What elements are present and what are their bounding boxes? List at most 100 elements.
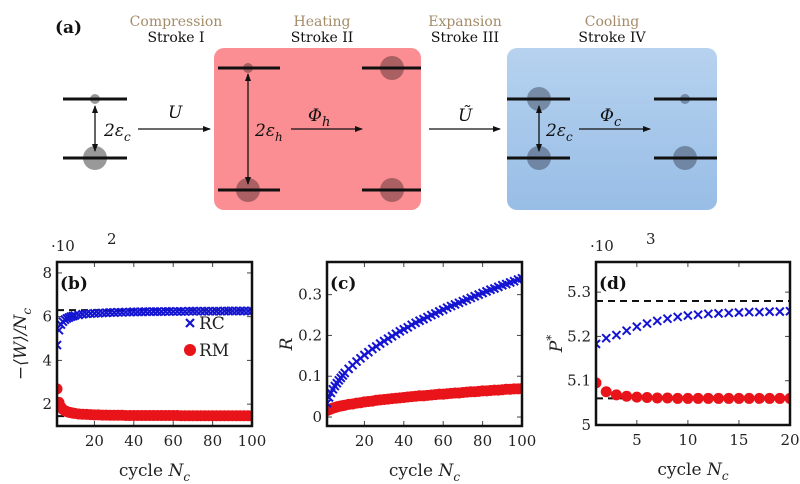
x-axis-label-text: cycle bbox=[119, 461, 169, 481]
data-point-RC bbox=[642, 318, 652, 329]
y-tick-label: 0.3 bbox=[298, 286, 322, 304]
series-RC bbox=[596, 306, 790, 349]
legend-label-RC: RC bbox=[199, 314, 225, 334]
phi-h-label: Φh bbox=[308, 106, 330, 130]
x-axis-label-sub: c bbox=[183, 470, 190, 484]
data-point-RM bbox=[774, 392, 786, 404]
legend: RC RM bbox=[184, 314, 229, 361]
data-point-RC bbox=[517, 273, 522, 284]
series-RC bbox=[57, 306, 252, 350]
x-axis-label-sub: c bbox=[722, 469, 729, 483]
data-point-RC bbox=[693, 310, 703, 320]
unitary-U-label: U bbox=[168, 103, 183, 123]
data-point-RM bbox=[57, 383, 63, 395]
plot-area bbox=[57, 306, 252, 422]
x-tick-label: 80 bbox=[203, 432, 222, 450]
axes-frame bbox=[594, 260, 792, 427]
plot-area bbox=[596, 306, 790, 404]
stage-heating: Heating bbox=[294, 14, 351, 30]
panel-label: (d) bbox=[599, 274, 627, 294]
x-axis-label: cycle Nc bbox=[389, 461, 460, 484]
data-point-RC bbox=[632, 321, 642, 332]
y-tick-label: 5 bbox=[581, 416, 591, 434]
y-tick-label: 5.1 bbox=[567, 372, 591, 390]
data-point-RC bbox=[596, 339, 601, 349]
data-point-RC bbox=[734, 307, 744, 318]
chart-c: 20 40 60 80 100 0 0.1 0.2 0.3 (c) cycle Nc R bbox=[277, 260, 537, 484]
data-point-RM bbox=[784, 392, 790, 404]
legend-marker-RC bbox=[185, 318, 195, 328]
x-tick-label: 40 bbox=[124, 432, 143, 450]
qubit-state-1 bbox=[63, 94, 127, 170]
x-axis-label: cycle Nc bbox=[119, 461, 190, 484]
scale-factor-exponent: 3 bbox=[646, 230, 656, 248]
x-axis-label-var: N bbox=[706, 460, 723, 480]
y-axis-label: R bbox=[277, 337, 297, 351]
y-axis-label-sup: * bbox=[544, 335, 558, 341]
data-point-RC bbox=[713, 308, 724, 319]
series-RM bbox=[327, 382, 522, 416]
data-point-RC bbox=[683, 310, 693, 321]
y-tick-label: 0.2 bbox=[298, 326, 322, 344]
series-RM bbox=[57, 383, 252, 422]
y-tick-label: 5.3 bbox=[567, 283, 591, 301]
x-axis-label-text: cycle bbox=[657, 460, 707, 480]
x-tick-label: 100 bbox=[508, 432, 537, 450]
data-point-RM bbox=[713, 392, 725, 404]
qubit-state-2 bbox=[218, 63, 280, 202]
x-tick-label: 100 bbox=[238, 432, 267, 450]
x-tick-label: 40 bbox=[394, 432, 413, 450]
data-point-RC bbox=[652, 316, 662, 326]
data-point-RM bbox=[621, 390, 633, 402]
qubit-state-3 bbox=[362, 56, 421, 202]
x-tick-label: 5 bbox=[632, 431, 642, 449]
y-axis-label-sub: c bbox=[20, 308, 34, 315]
stroke-4-label: Stroke IV bbox=[578, 30, 646, 46]
stage-expansion: Expansion bbox=[428, 14, 502, 30]
panel-label: (b) bbox=[60, 274, 88, 294]
y-tick-label: 5.2 bbox=[567, 327, 591, 345]
data-point-RM bbox=[631, 391, 643, 403]
x-tick-label: 60 bbox=[434, 432, 453, 450]
axes-frame bbox=[55, 260, 254, 428]
data-point-RM bbox=[246, 410, 252, 422]
x-axis-label: cycle Nc bbox=[657, 460, 728, 483]
stage-compression: Compression bbox=[130, 14, 223, 30]
data-point-RM bbox=[723, 392, 735, 404]
legend-label-RM: RM bbox=[199, 341, 229, 361]
gap-label-h: 2εh bbox=[254, 121, 283, 144]
y-tick-label: 0 bbox=[312, 408, 322, 426]
data-point-RM bbox=[651, 392, 663, 404]
y-tick-label: 0.1 bbox=[298, 367, 322, 385]
data-point-RC bbox=[672, 312, 683, 322]
data-point-RC bbox=[754, 307, 765, 317]
axes-frame bbox=[325, 260, 524, 428]
x-tick-label: 15 bbox=[729, 431, 748, 449]
data-point-RC bbox=[621, 325, 632, 336]
data-point-RM bbox=[672, 392, 684, 404]
y-axis-label: −⟨W⟩/Nc bbox=[11, 308, 34, 381]
y-tick-label: 8 bbox=[42, 264, 52, 282]
x-tick-label: 20 bbox=[355, 432, 374, 450]
x-axis-label-var: N bbox=[167, 461, 184, 481]
plot-area bbox=[327, 273, 522, 416]
x-tick-label: 80 bbox=[473, 432, 492, 450]
x-axis-label-sub: c bbox=[453, 470, 460, 484]
data-point-RM bbox=[733, 392, 745, 404]
data-point-RM bbox=[600, 386, 612, 398]
data-point-RC bbox=[785, 306, 790, 316]
x-tick-label: 60 bbox=[164, 432, 183, 450]
data-point-RC bbox=[703, 309, 714, 319]
y-axis-label-text: P bbox=[547, 340, 567, 353]
qubit-state-5 bbox=[654, 94, 717, 170]
stroke-1-label: Stroke I bbox=[147, 30, 204, 46]
data-point-RM bbox=[692, 392, 704, 404]
data-point-RM bbox=[702, 392, 714, 404]
data-point-RM bbox=[682, 392, 694, 404]
qubit-state-4 bbox=[507, 87, 570, 170]
panel-label: (c) bbox=[330, 274, 356, 294]
data-point-RM bbox=[596, 377, 602, 389]
